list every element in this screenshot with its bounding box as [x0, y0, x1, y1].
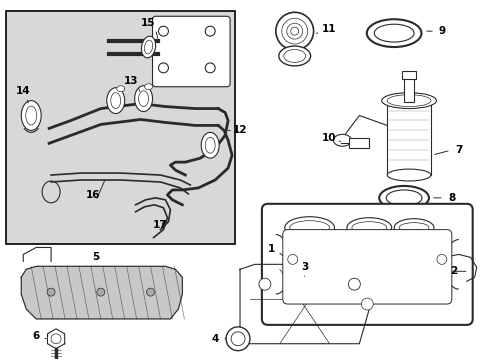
Ellipse shape	[393, 219, 433, 237]
FancyBboxPatch shape	[282, 230, 451, 304]
Ellipse shape	[386, 190, 421, 206]
Circle shape	[287, 255, 297, 264]
Ellipse shape	[346, 218, 391, 238]
Circle shape	[347, 278, 360, 290]
Circle shape	[436, 255, 446, 264]
Text: 5: 5	[92, 252, 99, 262]
Text: 11: 11	[322, 24, 336, 34]
Text: 14: 14	[16, 86, 31, 96]
Ellipse shape	[275, 12, 313, 50]
Ellipse shape	[141, 36, 155, 58]
Circle shape	[258, 278, 270, 290]
Text: 6: 6	[33, 331, 40, 341]
Text: 4: 4	[211, 334, 219, 344]
Circle shape	[97, 288, 104, 296]
Text: 7: 7	[454, 145, 462, 155]
Ellipse shape	[386, 95, 430, 107]
Text: 1: 1	[268, 244, 275, 255]
Ellipse shape	[106, 88, 124, 113]
Ellipse shape	[281, 18, 307, 44]
Bar	[403, 76, 413, 102]
Ellipse shape	[290, 27, 298, 35]
Ellipse shape	[26, 106, 37, 125]
Ellipse shape	[351, 222, 386, 234]
Text: 9: 9	[437, 26, 445, 36]
FancyBboxPatch shape	[152, 16, 230, 87]
Circle shape	[361, 298, 372, 310]
Text: 13: 13	[123, 76, 138, 86]
Circle shape	[146, 288, 154, 296]
Ellipse shape	[134, 86, 152, 112]
Text: 8: 8	[447, 193, 454, 203]
Text: 3: 3	[301, 262, 307, 272]
Bar	[349, 138, 368, 148]
Text: 15: 15	[141, 18, 156, 28]
Circle shape	[231, 332, 244, 346]
Text: 10: 10	[322, 133, 336, 143]
Ellipse shape	[373, 24, 413, 42]
Ellipse shape	[289, 221, 329, 235]
Text: 2: 2	[449, 266, 456, 276]
Ellipse shape	[366, 19, 421, 47]
Bar	[401, 71, 415, 79]
Ellipse shape	[21, 100, 41, 130]
Ellipse shape	[144, 84, 152, 90]
Ellipse shape	[205, 137, 215, 153]
Circle shape	[225, 327, 249, 351]
Polygon shape	[21, 266, 182, 319]
Ellipse shape	[138, 91, 148, 107]
FancyBboxPatch shape	[262, 204, 472, 325]
Text: 16: 16	[85, 190, 100, 200]
Ellipse shape	[283, 50, 305, 62]
Bar	[386, 100, 430, 175]
Circle shape	[205, 26, 215, 36]
Ellipse shape	[117, 86, 124, 92]
Bar	[6, 11, 235, 244]
Ellipse shape	[386, 169, 430, 181]
Ellipse shape	[379, 186, 428, 210]
Circle shape	[158, 26, 168, 36]
Ellipse shape	[278, 46, 310, 66]
Ellipse shape	[381, 93, 435, 109]
Ellipse shape	[333, 134, 351, 146]
Ellipse shape	[201, 132, 219, 158]
Ellipse shape	[144, 40, 152, 54]
Text: 17: 17	[153, 220, 167, 230]
Circle shape	[51, 334, 61, 344]
Circle shape	[205, 63, 215, 73]
Ellipse shape	[111, 93, 121, 109]
Circle shape	[158, 63, 168, 73]
Text: 12: 12	[232, 125, 247, 135]
Ellipse shape	[286, 23, 302, 39]
Ellipse shape	[284, 217, 334, 239]
Circle shape	[47, 288, 55, 296]
Ellipse shape	[398, 223, 428, 233]
